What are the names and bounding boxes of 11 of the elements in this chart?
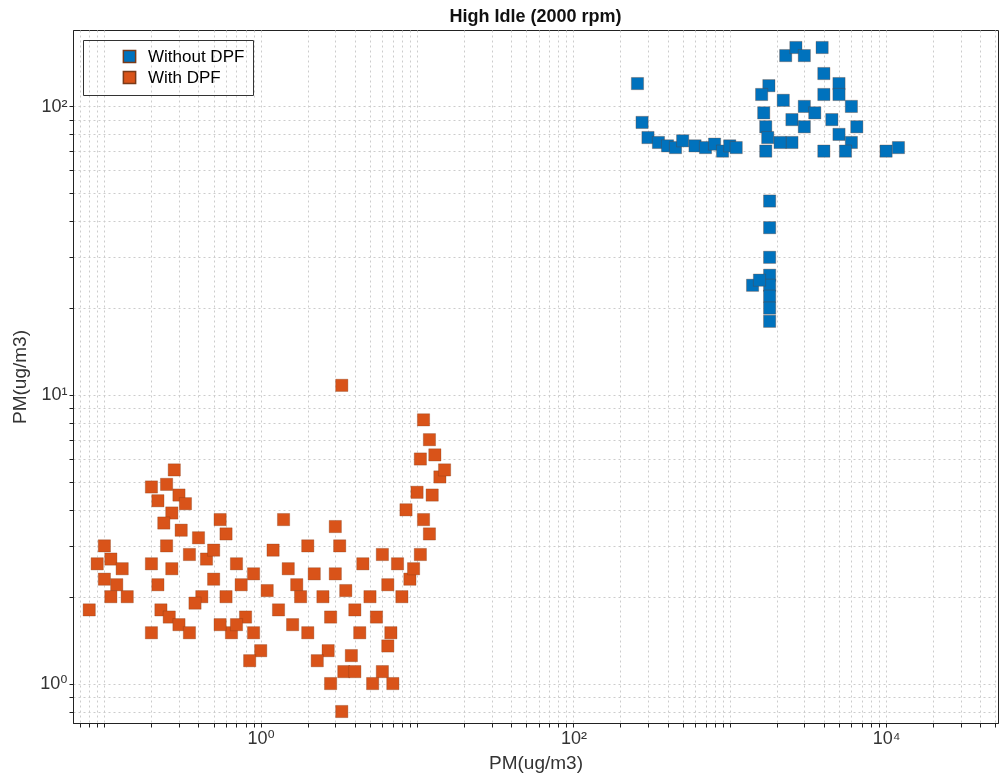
x-tick-label: 10² [560,727,587,748]
x-tick-label: 10⁴ [872,727,901,748]
legend-label: With DPF [148,67,221,87]
chart-title: High Idle (2000 rpm) [449,6,622,26]
legend-label: Without DPF [148,46,245,66]
y-tick-label: 10¹ [41,384,68,405]
y-tick-label: 10² [41,95,68,116]
y-axis-title: PM(ug/m3) [9,330,31,424]
y-tick-label: 10⁰ [40,673,68,694]
x-axis-title: PM(ug/m3) [489,751,583,773]
x-tick-label: 10⁰ [247,727,275,748]
